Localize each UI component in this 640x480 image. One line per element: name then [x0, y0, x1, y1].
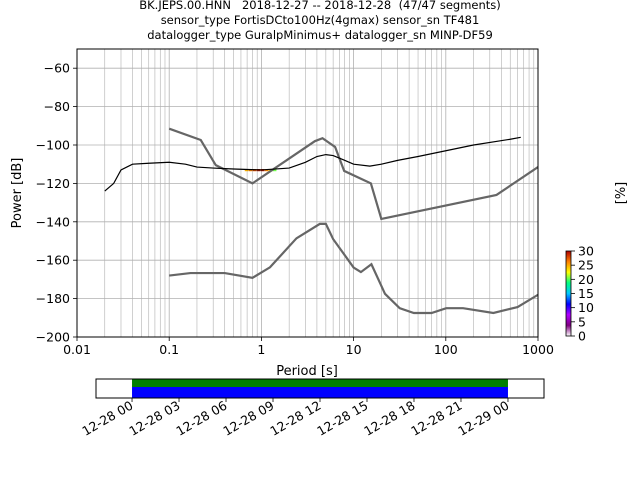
x-tick-label: 0.01: [63, 342, 91, 357]
x-tick-label: 10: [346, 342, 362, 357]
colorbar-tick-label: 20: [578, 272, 594, 287]
y-tick-label: −200: [36, 330, 70, 345]
x-tick-label: 1000: [522, 342, 554, 357]
y-tick-label: −160: [36, 253, 70, 268]
y-tick-label: −180: [36, 291, 70, 306]
colorbar-tick-label: 30: [578, 244, 594, 259]
chart-title-line-1: BK.JEPS.00.HNN 2018-12-27 -- 2018-12-28 …: [139, 0, 501, 12]
timeline-tick-label: 12-28 06: [173, 398, 229, 439]
grid-lines: [76, 49, 538, 338]
y-axis-label: Power [dB]: [10, 158, 25, 229]
timeline-tick-label: 12-28 09: [220, 398, 276, 439]
colorbar-label: [%]: [614, 182, 629, 205]
y-tick-label: −80: [44, 99, 70, 114]
colorbar-tick-label: 10: [578, 300, 594, 315]
y-tick-label: −140: [36, 214, 70, 229]
y-tick-label: −100: [36, 138, 70, 153]
x-tick-label: 100: [434, 342, 458, 357]
y-tick-label: −120: [36, 176, 70, 191]
timeline-gaps-track: [132, 379, 508, 387]
plot-frame: [76, 48, 539, 338]
nlnm-noise-model-line: [169, 222, 538, 315]
colorbar-tick-label: 5: [578, 314, 586, 329]
colorbar-gradient: [565, 250, 572, 337]
timeline-tick-label: 12-28 00: [79, 398, 135, 439]
timeline-data-track: [132, 387, 508, 398]
mean-psd-line: [104, 136, 521, 192]
y-tick-label: −60: [44, 61, 70, 76]
colorbar-tick-label: 25: [578, 258, 594, 273]
x-tick-label: 0.1: [159, 342, 179, 357]
timeline-tick-label: 12-28 12: [267, 398, 323, 439]
x-axis-ticks: 0.01 0.1 1 10 100 1000: [63, 337, 554, 357]
chart-title-line-3: datalogger_type GuralpMinimus+ datalogge…: [147, 28, 493, 42]
chart-title-line-2: sensor_type FortisDCto100Hz(4gmax) senso…: [160, 13, 480, 27]
y-axis-ticks: −200 −180 −160 −140 −120 −100 −80 −60: [36, 61, 77, 345]
histogram-cell: [244, 169, 249, 172]
nhnm-noise-model-line: [168, 127, 538, 221]
colorbar-tick-label: 15: [578, 286, 594, 301]
timeline-tick-label: 12-28 18: [361, 398, 417, 439]
timeline-tick-label: 12-28 15: [314, 398, 370, 439]
histogram-cell: [272, 169, 277, 172]
colorbar-tick-label: 0: [578, 329, 586, 344]
plot-area: 0.01 0.1 1 10 100 1000 −200 −180 −160 −140 −120 −1…: [10, 48, 554, 379]
x-tick-label: 1: [257, 342, 265, 357]
timeline-tick-label: 12-28 03: [126, 398, 182, 439]
timeline-tick-label: 12-28 21: [408, 398, 464, 439]
timeline-tick-label: 12-29 00: [455, 398, 511, 439]
x-axis-label: Period [s]: [276, 364, 338, 379]
